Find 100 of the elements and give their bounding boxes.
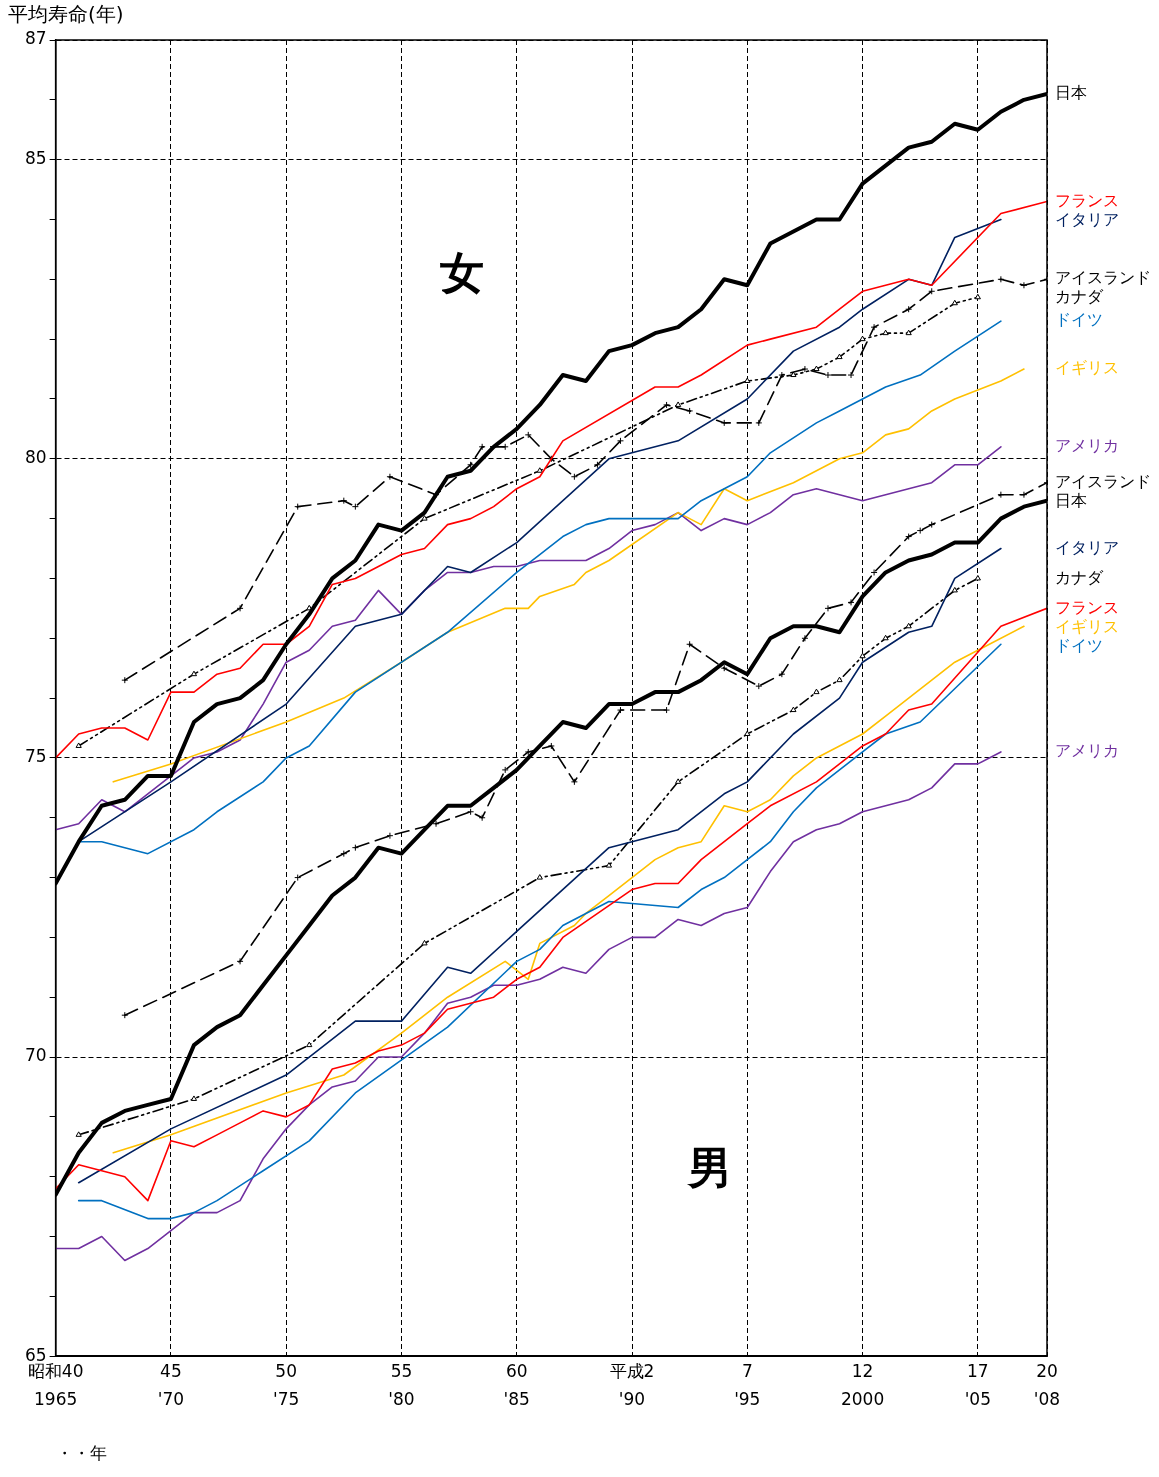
point — [801, 634, 809, 642]
point — [616, 437, 624, 445]
point — [121, 676, 129, 684]
point — [916, 527, 924, 535]
point — [813, 365, 820, 372]
point — [847, 371, 855, 379]
point — [121, 1011, 129, 1019]
y-tick-label: 75 — [24, 746, 47, 767]
x-tick-label: '70 — [157, 1388, 185, 1409]
point — [859, 652, 866, 659]
point — [547, 742, 555, 750]
point — [190, 670, 198, 677]
point — [190, 1095, 198, 1101]
text: 55 — [390, 1361, 413, 1382]
point — [478, 814, 486, 822]
point — [974, 574, 981, 581]
point — [744, 730, 751, 736]
text: アメリカ — [1055, 741, 1119, 761]
point — [951, 299, 958, 306]
text: 60 — [505, 1361, 528, 1382]
text: カナダ — [1055, 567, 1104, 587]
x-tick-label: '80 — [388, 1388, 415, 1409]
point — [905, 329, 912, 336]
point — [836, 353, 843, 360]
series-label: 日本 — [1055, 83, 1087, 102]
text: 20 — [1036, 1361, 1058, 1382]
x-axis-title: ・・年 — [55, 1443, 107, 1464]
text: イタリア — [1055, 537, 1119, 557]
text: ドイツ — [1055, 310, 1103, 330]
point — [524, 431, 532, 439]
point — [605, 862, 613, 868]
point — [778, 371, 786, 379]
point — [236, 957, 244, 965]
text: 12 — [851, 1361, 874, 1382]
series-label: フランス — [1055, 190, 1119, 210]
text: 17 — [967, 1361, 989, 1382]
point — [593, 461, 601, 469]
y-tick-label: 85 — [24, 148, 47, 169]
point — [340, 497, 348, 505]
y-tick-label: 87 — [24, 28, 47, 49]
point — [663, 706, 671, 714]
point — [478, 443, 486, 451]
point — [951, 586, 958, 593]
point — [859, 335, 866, 342]
point — [421, 515, 428, 521]
point — [744, 377, 751, 384]
x-tick-label: 1965 — [34, 1388, 78, 1409]
x-tick-label: '75 — [273, 1388, 300, 1409]
point — [997, 491, 1005, 499]
text: カナダ — [1055, 287, 1104, 307]
y-tick-label: 70 — [24, 1045, 47, 1066]
point — [790, 371, 797, 378]
point — [755, 682, 763, 690]
point — [663, 401, 671, 409]
point — [801, 365, 809, 373]
point — [870, 568, 878, 576]
point — [720, 664, 728, 672]
point — [686, 640, 694, 648]
series-label: イギリス — [1055, 358, 1119, 378]
point — [720, 419, 728, 427]
point — [386, 832, 394, 840]
point — [75, 742, 82, 748]
point — [236, 604, 244, 612]
point — [294, 503, 302, 511]
point — [75, 1131, 82, 1137]
text: 7 — [741, 1361, 753, 1382]
annotation: 男 — [685, 1142, 732, 1194]
x-tick-label: '08 — [1033, 1388, 1061, 1409]
text: 50 — [275, 1361, 297, 1382]
point — [778, 670, 786, 678]
series-label: フランス — [1055, 597, 1119, 617]
point — [351, 844, 359, 852]
point — [905, 622, 912, 629]
text: ドイツ — [1055, 635, 1103, 655]
point — [1020, 491, 1028, 499]
point — [836, 676, 843, 683]
point — [675, 401, 682, 407]
point — [501, 443, 509, 451]
point — [340, 850, 348, 858]
series-label: 日本 — [1055, 490, 1087, 510]
text: 平成2 — [609, 1361, 655, 1382]
series-label: アイスランド — [1055, 471, 1151, 491]
point — [421, 939, 428, 946]
point — [294, 874, 302, 882]
x-tick-label: '85 — [503, 1388, 530, 1409]
point — [467, 461, 475, 469]
point — [386, 473, 394, 481]
point — [467, 808, 475, 816]
series-label: イギリス — [1055, 616, 1119, 636]
point — [501, 766, 509, 774]
point — [524, 748, 532, 756]
x-tick-label: '95 — [734, 1388, 761, 1409]
point — [536, 874, 543, 880]
point — [813, 688, 820, 695]
point — [905, 305, 913, 313]
point — [351, 503, 359, 511]
y-axis-title: 平均寿命(年) — [8, 2, 124, 27]
point — [928, 521, 936, 529]
series-label: アイスランド — [1055, 268, 1151, 288]
point — [870, 323, 878, 331]
